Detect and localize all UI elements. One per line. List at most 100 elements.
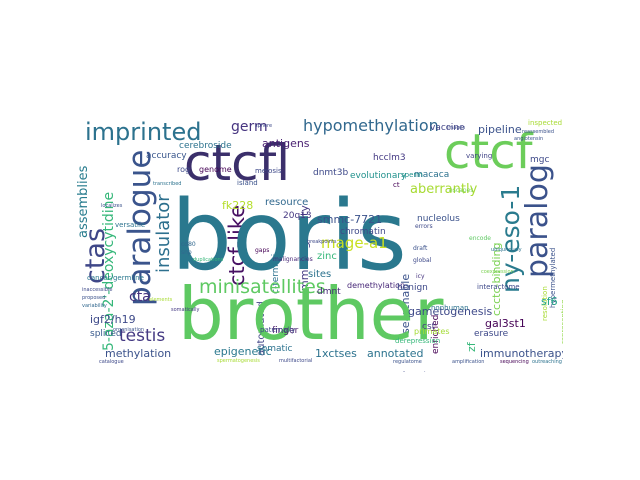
cloud-word: ctcf [444, 124, 533, 180]
cloud-word: gaps [255, 247, 270, 254]
cloud-word: immunotherapy [480, 347, 563, 360]
cloud-word: global [413, 257, 432, 264]
cloud-word: vaccine [430, 123, 465, 133]
cloud-word: hcclm3 [373, 153, 406, 163]
cloud-word: sites [308, 269, 332, 280]
cloud-word: ctcfl [184, 134, 291, 192]
cloud-word: annotated [367, 347, 424, 360]
cloud-word: variability [82, 303, 107, 309]
cloud-word: germ [231, 119, 268, 135]
cloud-word: resource [265, 197, 309, 208]
cloud-word: spermatogenesis [217, 358, 260, 364]
cloud-word: brother [178, 272, 444, 356]
cloud-word: evolutionary [350, 171, 407, 181]
cloud-word: outreaching [532, 359, 562, 365]
cloud-word: proposed [82, 295, 106, 301]
cloud-word: elements [149, 297, 173, 303]
cloud-word: minisatellites [199, 276, 326, 298]
cloud-word: draft [413, 245, 428, 252]
cloud-word: varying [466, 152, 493, 160]
cloud-word: malignancies [273, 256, 313, 263]
cloud-word: igf2/h19 [90, 313, 136, 326]
cloud-word: reassembled [522, 129, 555, 135]
cloud-word: encode [469, 235, 491, 242]
cloud-word: hypomethylation [303, 116, 439, 135]
cloud-word: mgc [530, 155, 550, 165]
cloud-word: inaccessible [82, 287, 113, 293]
cloud-word: inspected [528, 119, 563, 127]
cloud-word: epigenetic [214, 345, 272, 358]
cloud-word: ccctc-binding [490, 242, 503, 316]
cloud-word: cancer/germline [87, 274, 144, 282]
cloud-word: sf6 [541, 295, 558, 308]
cloud-word: imprinted [85, 118, 202, 146]
cloud-word: pipeline [478, 123, 522, 136]
cloud-word: genome [199, 165, 232, 174]
cloud-word: gal3st1 [485, 317, 526, 330]
cloud-word: fk228 [222, 199, 254, 212]
cloud-word: cst [422, 322, 436, 332]
cloud-word: meiosis [255, 167, 282, 175]
cloud-word: icy [416, 273, 425, 280]
cloud-word: benign [397, 283, 428, 293]
cloud-word: duplications [193, 257, 224, 263]
cloud-word: localizes [101, 203, 123, 209]
cloud-word: macaca [414, 170, 450, 180]
cloud-word: snp [181, 249, 192, 256]
cloud-word: paternally [260, 326, 296, 334]
cloud-word: regulatome [393, 359, 422, 365]
cloud-word: erasure [474, 329, 509, 339]
cloud-word: transcribed [153, 181, 182, 187]
cloud-word: chromatin [340, 227, 386, 237]
cloud-word: cd80 [181, 241, 196, 248]
cloud-word: ubiquitously [491, 247, 522, 253]
cloud-word: mage-a1 [321, 234, 388, 252]
cloud-word: amplification [452, 359, 485, 365]
cloud-word: breakpoints [307, 239, 337, 245]
cloud-word: accuracy [146, 151, 187, 161]
cloud-word: aberrantly [410, 182, 478, 197]
cloud-word: catalogue [99, 359, 124, 365]
cloud-word: somatically [171, 307, 200, 313]
cloud-word: errors [415, 223, 433, 230]
cloud-word: versatile [115, 221, 146, 229]
cloud-word: zinc [317, 251, 337, 262]
cloud-word: demethylation [347, 281, 406, 290]
cloud-word: representing [560, 299, 563, 344]
cloud-word: island [237, 179, 258, 187]
cloud-word: organisation [113, 327, 145, 333]
cloud-word: dnmt3b [313, 168, 349, 178]
cloud-word: cerebroside [179, 141, 232, 151]
cloud-word: cta [129, 289, 151, 305]
cloud-word: multifactorial [279, 358, 313, 364]
cloud-word: somatic [257, 344, 293, 354]
cloud-word: zf [465, 342, 478, 352]
cloud-word: nonhuman [431, 304, 469, 312]
cloud-word: finger [272, 326, 299, 336]
cloud-word: assemblies [77, 165, 91, 238]
cloud-word: 20q13 [283, 211, 312, 221]
cloud-word: boris [171, 180, 407, 292]
cloud-word: smmc-7721 [317, 213, 383, 226]
cloud-word: sperm [401, 171, 423, 179]
cloud-word: sequencing [500, 359, 529, 365]
cloud-word: angiotensin [514, 136, 544, 142]
cloud-word: dmnt [317, 287, 341, 297]
cloud-word: images [447, 125, 466, 131]
cloud-word: methylation [105, 347, 172, 360]
cloud-word: ct [393, 181, 400, 189]
cloud-word: gametogenesis [408, 305, 493, 318]
cloud-word: antigens [262, 137, 310, 150]
cloud-word: coexpression [481, 269, 514, 275]
cloud-word: rog [177, 165, 191, 174]
cloud-word: interactome [477, 283, 520, 291]
cloud-word: nucleolus [417, 214, 460, 224]
cloud-word: spliced [90, 329, 122, 339]
cloud-word: 1xctses [315, 347, 357, 360]
cloud-word: testis [119, 326, 166, 346]
word-cloud: paralogue paralog ny-eso-1 ctas insulato… [77, 108, 563, 372]
cloud-word: derepression [395, 337, 441, 345]
cloud-word: primates [414, 327, 450, 336]
cloud-word: sphere [255, 123, 273, 129]
cloud-word: escapes [449, 187, 474, 194]
